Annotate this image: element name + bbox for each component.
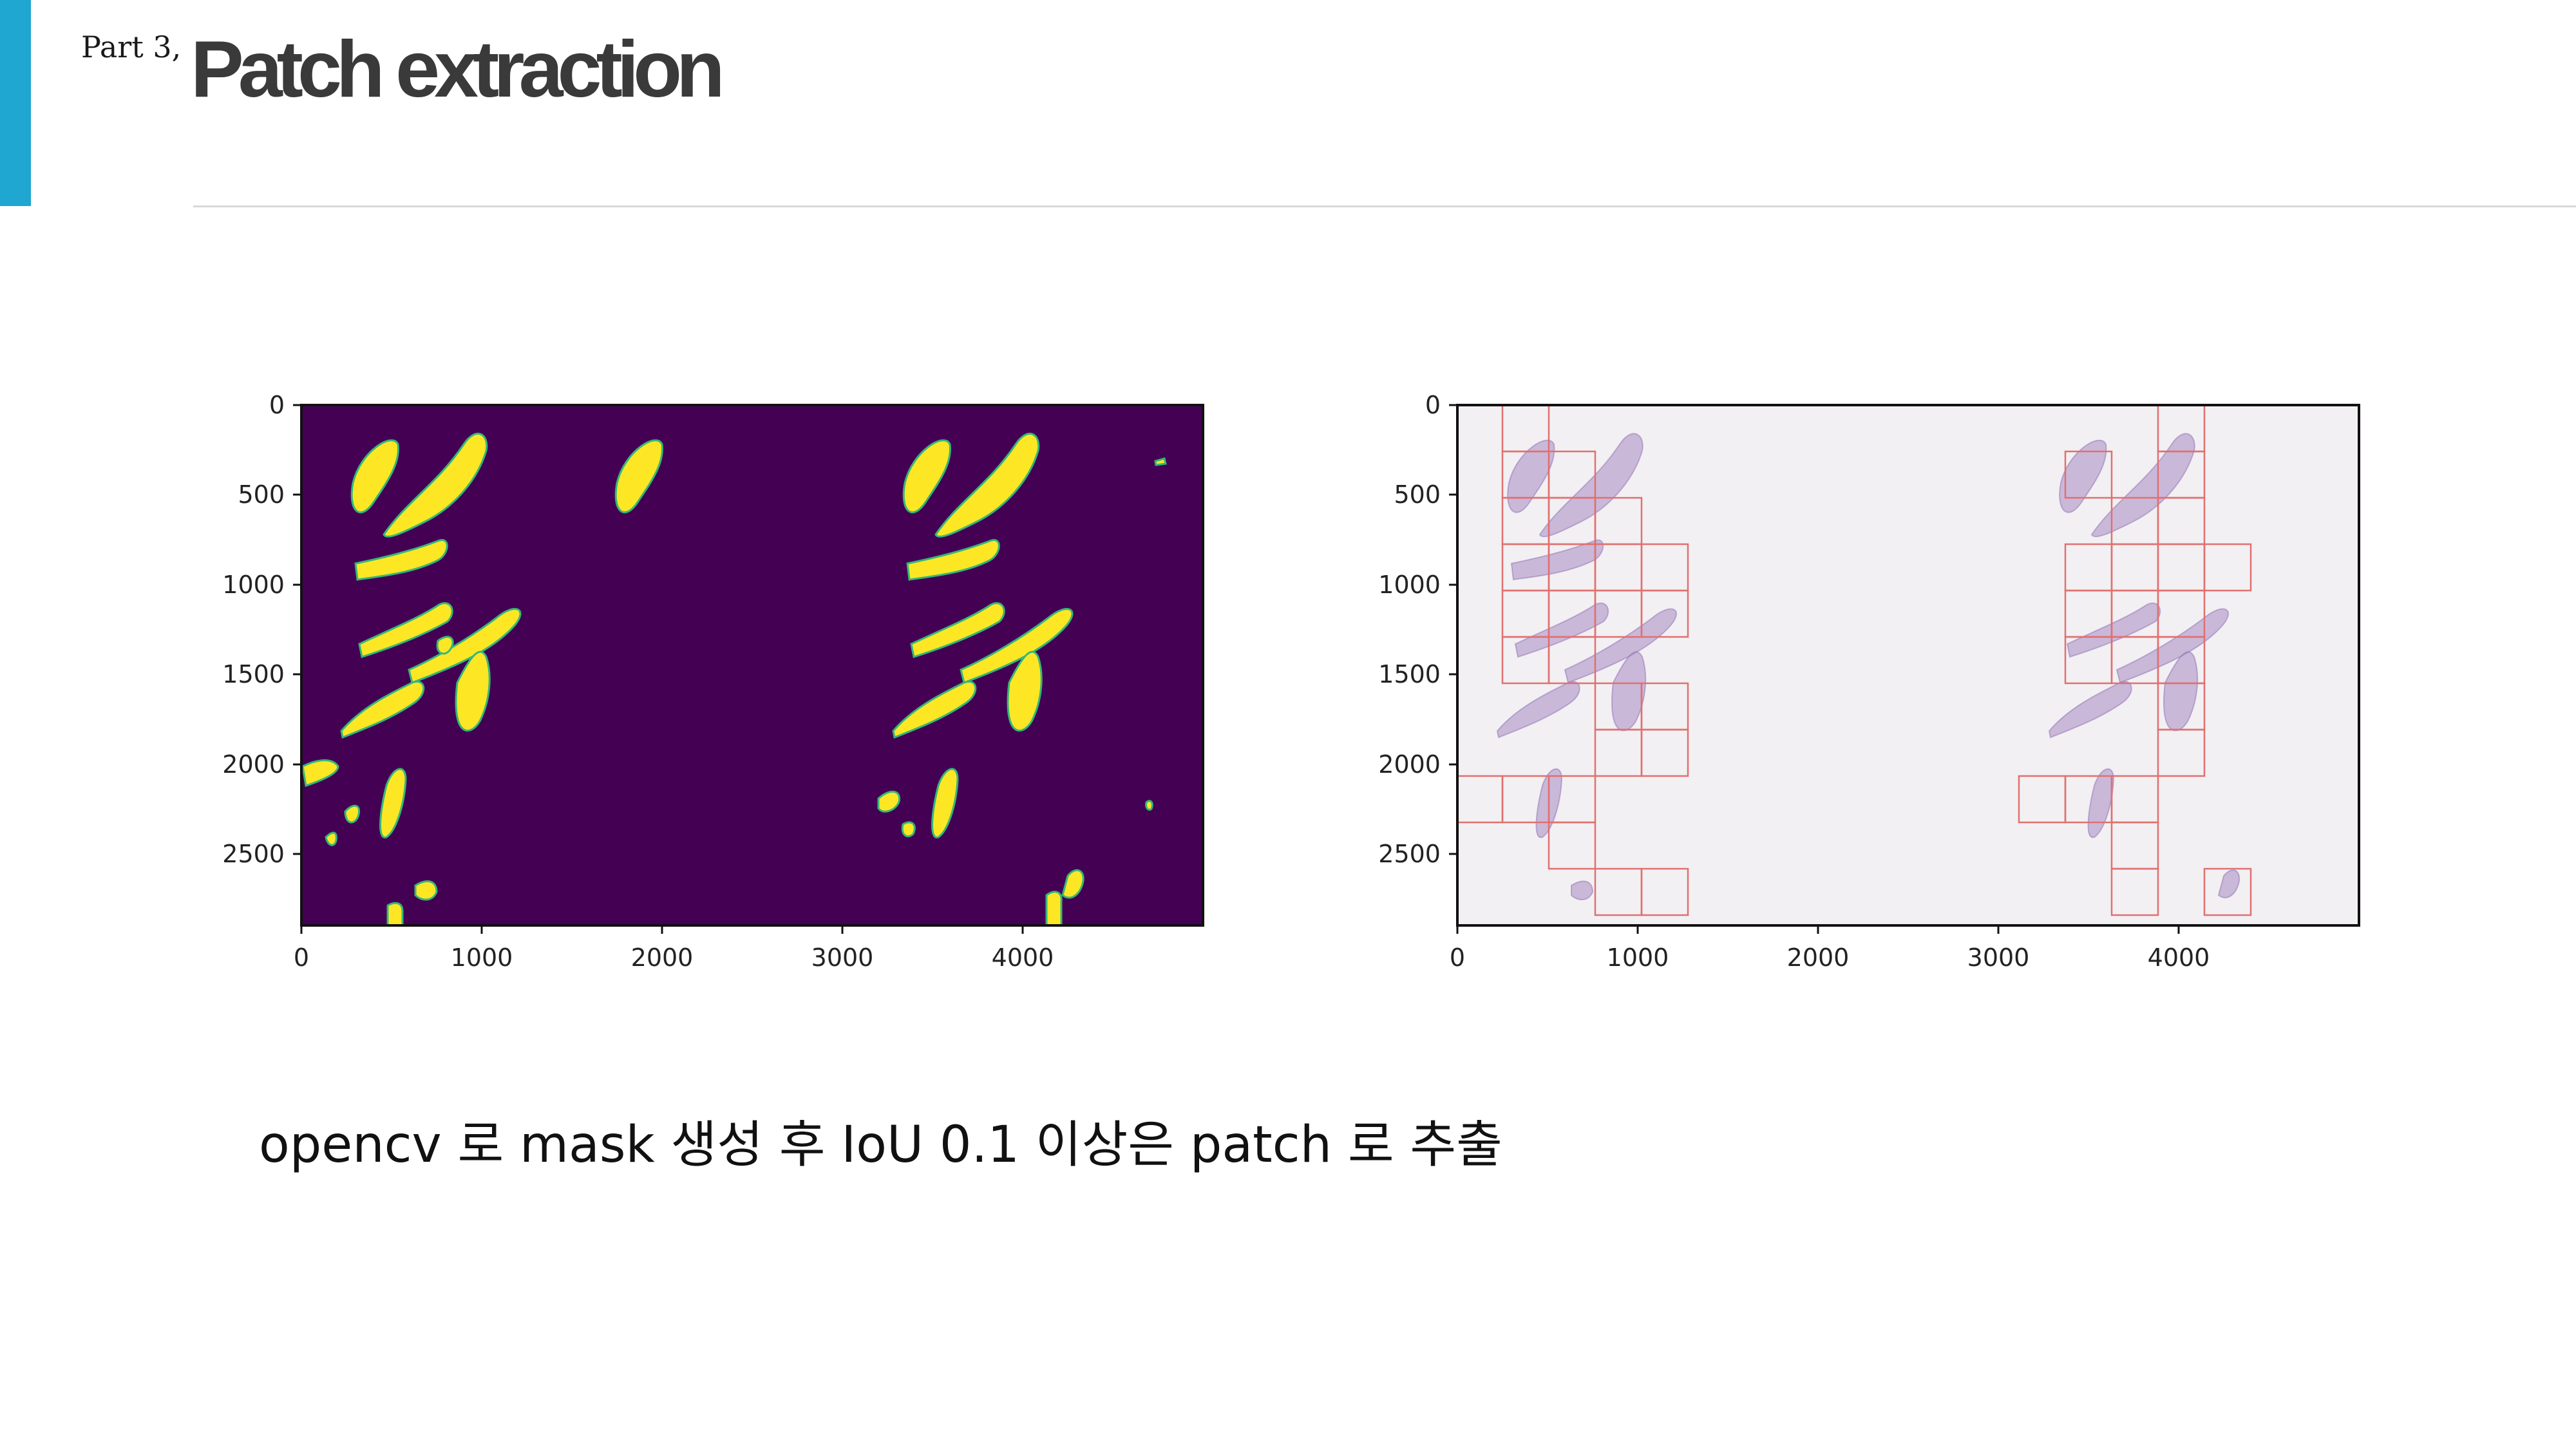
page-title: Patch extraction: [191, 25, 725, 114]
part-label: Part 3,: [81, 30, 182, 64]
y-tick-label: 500: [238, 480, 285, 509]
mask-regions-right: [877, 432, 1167, 925]
accent-bar: [0, 0, 31, 206]
patch-plot: 0 1000 2000 3000 4000 0 500 1000 1500 20…: [1378, 391, 2360, 972]
x-tick-marks: [1456, 925, 2180, 934]
caption: opencv 로 mask 생성 후 IoU 0.1 이상은 patch 로 추…: [259, 1116, 1502, 1174]
x-tick-label: 0: [294, 943, 309, 972]
x-tick-label: 0: [1450, 943, 1465, 972]
y-tick-label: 1500: [1378, 660, 1441, 688]
y-tick-marks: [1449, 404, 1457, 855]
patch-boxes: [1457, 405, 2252, 916]
mask-plot: 0 1000 2000 3000 4000 0 500 1000 1500 20…: [222, 391, 1204, 972]
y-tick-label: 2000: [1378, 750, 1441, 779]
x-tick-label: 3000: [811, 943, 874, 972]
x-tick-label: 2000: [631, 943, 694, 972]
x-tick-label: 1000: [1607, 943, 1669, 972]
y-tick-label: 1000: [222, 571, 285, 599]
x-tick-label: 4000: [2148, 943, 2210, 972]
y-tick-marks: [293, 404, 301, 855]
y-tick-label: 500: [1394, 480, 1441, 509]
y-tick-label: 2500: [222, 840, 285, 868]
patch-plot-frame: [1456, 404, 2360, 927]
header-divider: [193, 205, 2576, 207]
y-tick-label: 1500: [222, 660, 285, 688]
mask-regions: [301, 432, 663, 925]
x-tick-label: 1000: [451, 943, 513, 972]
y-tick-label: 0: [1425, 391, 1441, 419]
x-tick-marks: [300, 925, 1024, 934]
tissue-regions: [1496, 433, 2240, 900]
x-tick-label: 2000: [1787, 943, 1850, 972]
y-tick-label: 1000: [1378, 571, 1441, 599]
y-tick-label: 2500: [1378, 840, 1441, 868]
mask-plot-frame: [300, 404, 1204, 927]
y-tick-label: 0: [269, 391, 285, 419]
x-tick-label: 3000: [1967, 943, 2030, 972]
y-tick-label: 2000: [222, 750, 285, 779]
x-tick-label: 4000: [992, 943, 1054, 972]
